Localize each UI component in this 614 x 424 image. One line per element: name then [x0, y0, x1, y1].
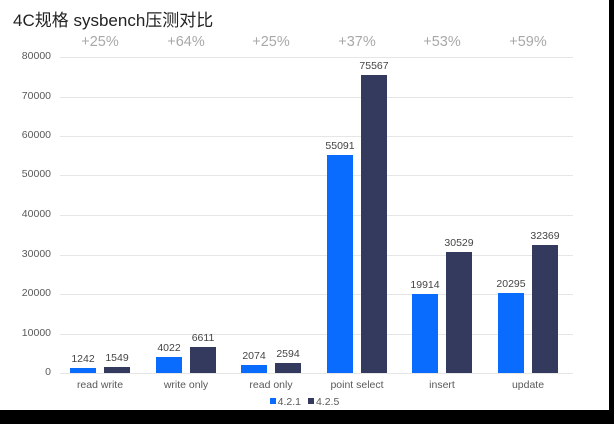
y-axis-tick-label: 60000 [21, 129, 51, 141]
chart-canvas: 4C规格 sysbench压测对比 0 10000 20000 30000 40000 5… [0, 0, 609, 410]
bar-4-2-1[interactable] [156, 357, 182, 373]
bar-value-label: 2594 [276, 348, 300, 360]
gridline [60, 334, 573, 335]
improvement-annotation: +37% [338, 34, 376, 50]
bar-4-2-5[interactable] [104, 367, 130, 373]
gridline [60, 255, 573, 256]
bar-4-2-5[interactable] [275, 363, 301, 373]
bar-4-2-5[interactable] [361, 75, 387, 373]
bar-4-2-5[interactable] [190, 347, 216, 373]
improvement-annotation: +59% [509, 34, 547, 50]
y-axis-tick-label: 50000 [21, 168, 51, 180]
legend-swatch-icon [269, 398, 276, 404]
gridline [60, 175, 573, 176]
bar-value-label: 6611 [191, 332, 215, 344]
improvement-annotation: +64% [167, 34, 205, 50]
bar-4-2-5[interactable] [532, 245, 558, 373]
bar-value-label: 19914 [410, 279, 440, 291]
legend: 4.2.1 4.2.5 [0, 396, 609, 408]
gridline [60, 215, 573, 216]
improvement-annotation: +25% [81, 34, 119, 50]
bar-value-label: 2074 [242, 350, 266, 362]
bar-value-label: 4022 [157, 342, 181, 354]
bar-value-label: 75567 [359, 60, 389, 72]
bar-4-2-1[interactable] [412, 294, 438, 373]
y-axis-tick-label: 40000 [21, 208, 51, 220]
improvement-annotation: +53% [423, 34, 461, 50]
bar-4-2-1[interactable] [498, 293, 524, 373]
bar-value-label: 30529 [444, 237, 474, 249]
bar-value-label: 55091 [325, 140, 355, 152]
improvement-annotation: +25% [252, 34, 290, 50]
x-axis-category-label: point select [330, 379, 384, 391]
y-axis-tick-label: 30000 [21, 248, 51, 260]
bar-4-2-5[interactable] [446, 252, 472, 373]
bar-4-2-1[interactable] [70, 368, 96, 373]
gridline [60, 57, 573, 58]
legend-swatch-icon [307, 398, 314, 404]
gridline [60, 97, 573, 98]
y-axis-tick-label: 0 [45, 366, 51, 378]
bar-value-label: 20295 [496, 278, 526, 290]
x-axis-category-label: read only [249, 379, 293, 391]
x-axis-category-label: update [511, 379, 545, 391]
bar-value-label: 1549 [105, 352, 129, 364]
legend-item-4-2-5[interactable]: 4.2.5 [307, 396, 340, 408]
x-axis-category-label: write only [163, 379, 209, 391]
bar-4-2-1[interactable] [327, 155, 353, 373]
gridline [60, 136, 573, 137]
bar-4-2-1[interactable] [241, 365, 267, 373]
legend-label: 4.2.5 [315, 396, 340, 408]
y-axis-tick-label: 80000 [21, 50, 51, 62]
gridline [60, 373, 573, 374]
bar-value-label: 32369 [530, 230, 560, 242]
y-axis-tick-label: 20000 [21, 287, 51, 299]
chart-title: 4C规格 sysbench压测对比 [13, 11, 214, 30]
gridline [60, 294, 573, 295]
x-axis-category-label: read write [76, 379, 124, 391]
legend-item-4-2-1[interactable]: 4.2.1 [269, 396, 302, 408]
y-axis-tick-label: 10000 [21, 327, 51, 339]
y-axis-tick-label: 70000 [21, 90, 51, 102]
legend-label: 4.2.1 [277, 396, 302, 408]
x-axis-category-label: insert [429, 379, 455, 391]
bar-value-label: 1242 [71, 353, 95, 365]
